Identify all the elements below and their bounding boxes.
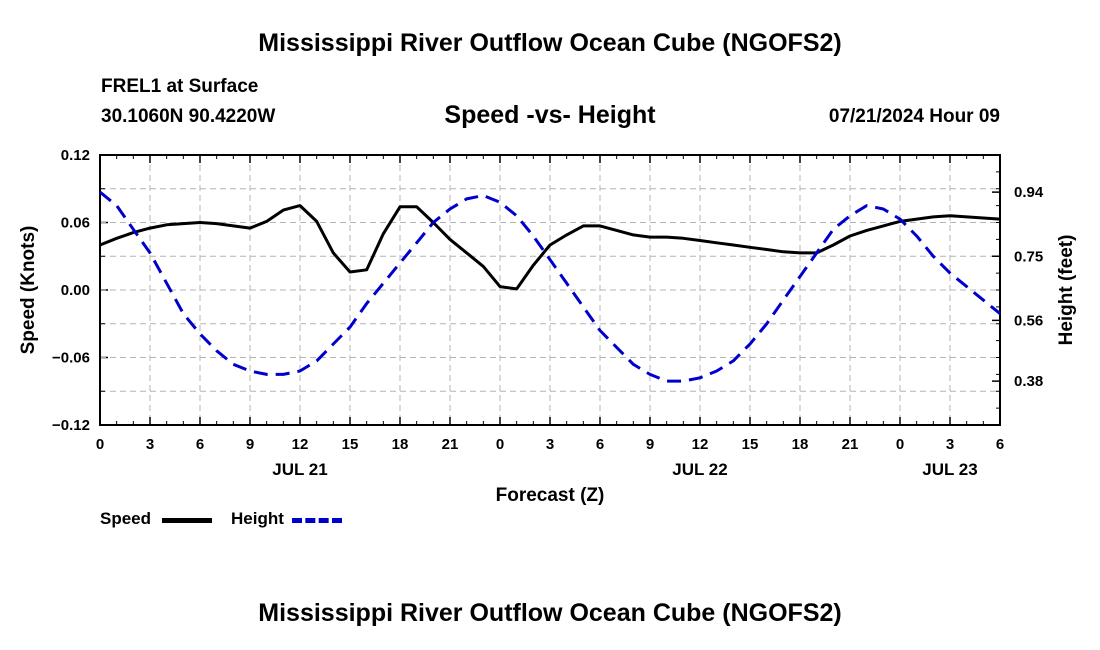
series-line-speed	[99, 204, 1001, 291]
y2-axis-title: Height (feet)	[1056, 235, 1077, 346]
date-label: JUL 21	[272, 460, 327, 479]
coordinates-label: 30.1060N 90.4220W	[101, 106, 276, 127]
legend-height-swatch	[292, 518, 342, 523]
x-tick-label: 15	[742, 436, 759, 453]
y2-tick-label: 0.56	[1014, 312, 1043, 329]
x-tick-label: 6	[196, 436, 204, 453]
chart-title: Speed -vs- Height	[444, 101, 656, 129]
x-tick-label: 21	[442, 436, 459, 453]
y-tick-label: −0.06	[52, 350, 90, 367]
x-tick-label: 9	[246, 436, 254, 453]
x-tick-label: 12	[692, 436, 709, 453]
x-tick-label: 12	[292, 436, 309, 453]
x-tick-label: 6	[596, 436, 604, 453]
y-tick-label: 0.12	[61, 147, 90, 164]
y-tick-label: −0.12	[52, 417, 90, 434]
x-tick-label: 3	[946, 436, 954, 453]
x-tick-label: 21	[842, 436, 859, 453]
y2-tick-label: 0.94	[1014, 184, 1044, 201]
date-label: JUL 22	[672, 460, 727, 479]
x-tick-label: 3	[146, 436, 154, 453]
footer-title: Mississippi River Outflow Ocean Cube (NG…	[258, 599, 842, 627]
series-line-height	[99, 190, 1001, 383]
y-axis-title: Speed (Knots)	[18, 226, 39, 355]
y-tick-label: 0.00	[61, 282, 90, 299]
x-tick-label: 3	[546, 436, 554, 453]
y-tick-label: 0.06	[61, 215, 90, 232]
x-tick-label: 18	[392, 436, 409, 453]
legend-speed-swatch	[162, 518, 212, 523]
forecast-datetime: 07/21/2024 Hour 09	[828, 106, 1000, 127]
x-tick-label: 18	[792, 436, 809, 453]
x-tick-label: 15	[342, 436, 359, 453]
legend-speed-label: Speed	[100, 509, 152, 528]
x-tick-label: 6	[996, 436, 1004, 453]
x-tick-label: 9	[646, 436, 654, 453]
date-label: JUL 23	[922, 460, 977, 479]
station-label: FREL1 at Surface	[101, 76, 259, 97]
x-tick-label: 0	[96, 436, 104, 453]
y2-tick-label: 0.38	[1014, 373, 1043, 390]
x-axis-title: Forecast (Z)	[496, 485, 605, 506]
y2-tick-label: 0.75	[1014, 248, 1043, 265]
x-tick-label: 0	[896, 436, 904, 453]
x-tick-label: 0	[496, 436, 504, 453]
main-title: Mississippi River Outflow Ocean Cube (NG…	[258, 29, 842, 57]
legend-height-label: Height	[231, 509, 284, 528]
